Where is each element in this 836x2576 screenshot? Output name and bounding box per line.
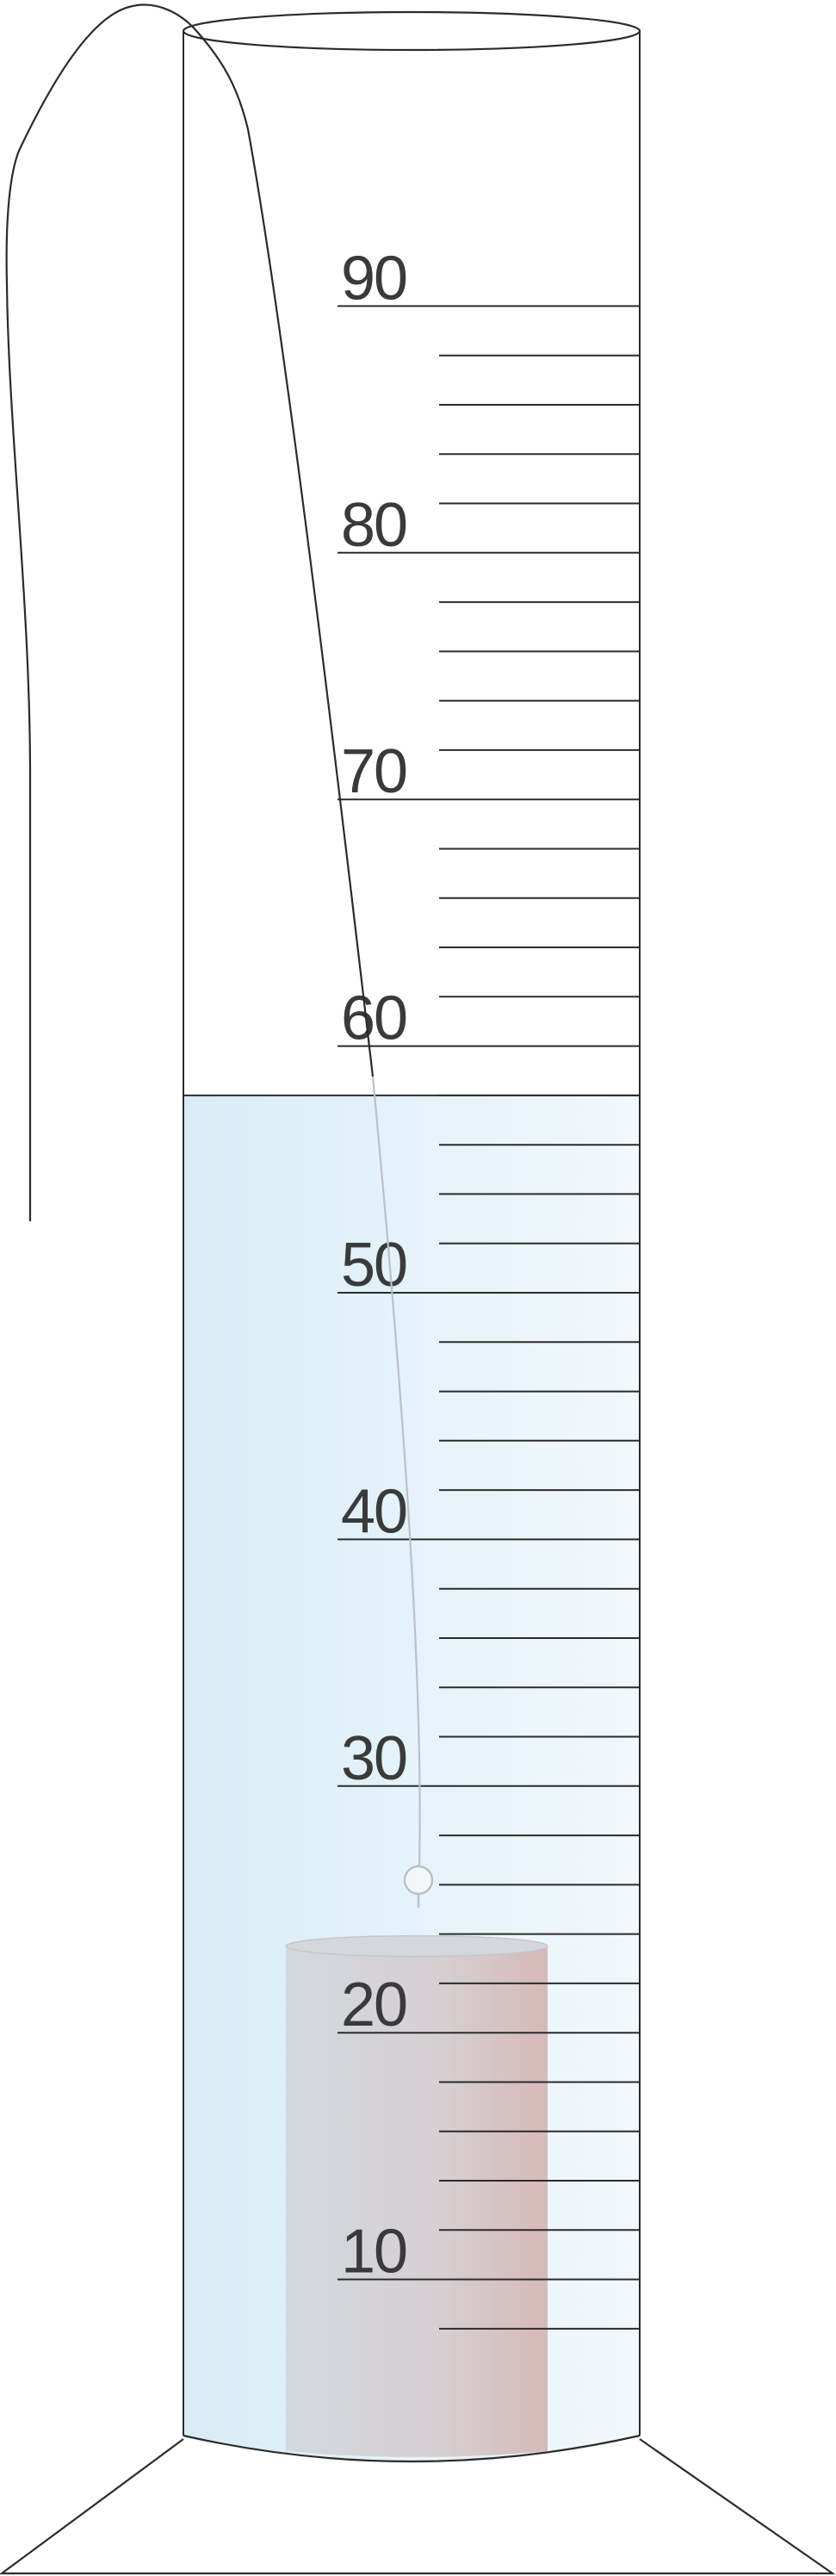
- scale-label-40: 40: [341, 1477, 406, 1546]
- object-body: [286, 1946, 548, 2457]
- string-under-water: [371, 1076, 421, 1868]
- scale-label-10: 10: [341, 2218, 406, 2287]
- submerged-cylinder-object: [285, 1934, 548, 2457]
- scale-label-70: 70: [341, 737, 406, 806]
- cylinder-rim: [182, 10, 641, 52]
- scale-label-20: 20: [341, 1971, 406, 2039]
- string-above-water: [5, 3, 375, 1221]
- graduation-scale: [337, 305, 640, 2330]
- cylinder-glass: [182, 10, 641, 2463]
- scale-label-30: 30: [341, 1724, 406, 1793]
- cylinder-bottom-curve: [183, 2434, 641, 2463]
- scale-label-50: 50: [341, 1231, 406, 1300]
- cylinder-base: [0, 2438, 836, 2575]
- graduation-labels: 10 20 30 40 50 60 70 80 90: [341, 244, 408, 2287]
- string-hook-ring: [403, 1865, 434, 1896]
- object-top-ellipse: [285, 1934, 548, 1958]
- scale-label-90: 90: [341, 244, 406, 313]
- scale-label-80: 80: [341, 491, 406, 560]
- scale-label-60: 60: [341, 984, 406, 1053]
